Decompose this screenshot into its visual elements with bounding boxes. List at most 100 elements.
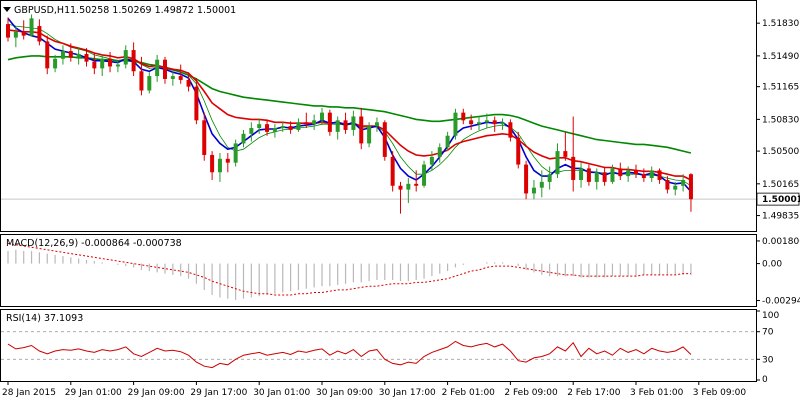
candle-body <box>37 26 42 42</box>
candle-body <box>539 181 544 188</box>
candle <box>649 166 654 182</box>
candle-body <box>618 168 623 177</box>
time-tick-label: 29 Jan 01:00 <box>65 388 122 398</box>
candle-body <box>327 112 332 132</box>
candle <box>37 19 42 46</box>
candle <box>657 168 662 184</box>
candle <box>312 114 317 130</box>
candle-body <box>21 31 26 36</box>
candle <box>131 42 136 77</box>
candle-body <box>453 112 458 136</box>
candle-body <box>406 183 411 190</box>
candle-body <box>657 170 662 180</box>
candle-body <box>500 122 505 125</box>
time-tick-label: 3 Feb 09:00 <box>693 388 747 398</box>
candle <box>398 181 403 214</box>
time-tick-label: 28 Jan 2015 <box>2 388 56 398</box>
candle <box>500 118 505 130</box>
candle <box>453 108 458 140</box>
candle-body <box>170 76 175 79</box>
candle <box>484 113 489 129</box>
candle <box>92 52 97 75</box>
candle-body <box>68 51 73 58</box>
candle-body <box>155 59 160 77</box>
macd-panel <box>0 234 757 307</box>
candle <box>555 143 560 179</box>
candle-body <box>163 59 167 79</box>
candle <box>351 110 356 136</box>
candle-body <box>422 164 427 186</box>
candle-body <box>241 133 246 144</box>
candle <box>233 139 238 167</box>
candle-body <box>531 187 536 194</box>
candle-body <box>610 168 615 182</box>
macd-tick-label: -0.002944 <box>762 297 800 307</box>
last-price-label: 1.50001 <box>762 195 800 205</box>
candle-body <box>257 124 262 129</box>
candle <box>225 153 230 173</box>
time-tick-label: 30 Jan 01:00 <box>253 388 310 398</box>
candle-body <box>673 185 678 190</box>
candle <box>422 160 427 188</box>
candle <box>681 174 686 192</box>
time-axis: 28 Jan 2015 29 Jan 01:00 29 Jan 09:00 29 Ja… <box>2 381 746 398</box>
candle-body <box>202 120 207 155</box>
collapse-arrow-icon[interactable] <box>3 7 11 12</box>
rsi-label: RSI(14) 37.1093 <box>6 313 83 324</box>
candle <box>634 164 638 179</box>
candle-body <box>437 147 442 157</box>
macd-tick-label: 0.00 <box>762 260 782 270</box>
candle-body <box>225 158 230 163</box>
candle <box>335 116 340 140</box>
candle <box>155 54 160 82</box>
candle-body <box>100 58 105 69</box>
rsi-tick-label: 100 <box>762 311 779 321</box>
candle <box>186 72 191 92</box>
price-tick-label: 1.50165 <box>762 180 799 190</box>
rsi-panel <box>0 309 757 382</box>
candle <box>641 168 646 182</box>
candle-body <box>343 120 348 130</box>
candle-body <box>579 168 584 180</box>
candle-body <box>131 50 136 72</box>
macd-tick-label: 0.001806 <box>762 237 800 247</box>
candle <box>272 124 277 138</box>
candle-body <box>60 51 65 59</box>
candle-body <box>367 126 372 144</box>
candle-body <box>84 53 89 62</box>
candle-body <box>249 128 254 134</box>
candle-body <box>626 170 631 177</box>
time-tick-label: 30 Jan 09:00 <box>316 388 373 398</box>
ma-fast-line <box>7 17 692 193</box>
candle <box>147 72 152 94</box>
candle-body <box>492 120 497 125</box>
candle <box>13 27 18 48</box>
macd-histogram <box>7 249 692 300</box>
candle <box>508 119 513 142</box>
candle-body <box>312 120 317 125</box>
price-panel <box>0 0 757 232</box>
candle <box>461 108 466 125</box>
time-tick-label: 3 Feb 01:00 <box>630 388 684 398</box>
candle <box>320 107 324 126</box>
time-tick-label: 2 Feb 09:00 <box>504 388 558 398</box>
candle-body <box>374 122 379 127</box>
candle-body <box>571 156 576 180</box>
candle <box>610 164 615 184</box>
candle-body <box>461 112 466 121</box>
candle <box>665 176 670 194</box>
candle <box>170 72 175 86</box>
candle <box>108 52 113 73</box>
candle-body <box>547 174 552 182</box>
candle <box>359 107 364 150</box>
candle <box>139 56 144 96</box>
candle <box>123 45 128 69</box>
price-moving-averages <box>7 17 692 193</box>
candle-body <box>92 61 97 69</box>
price-tick-label: 1.50500 <box>762 147 799 157</box>
candle-body <box>390 156 395 186</box>
candle-body <box>445 135 450 148</box>
candle <box>29 14 34 37</box>
candle-body <box>6 24 10 38</box>
candle-body <box>469 120 474 125</box>
